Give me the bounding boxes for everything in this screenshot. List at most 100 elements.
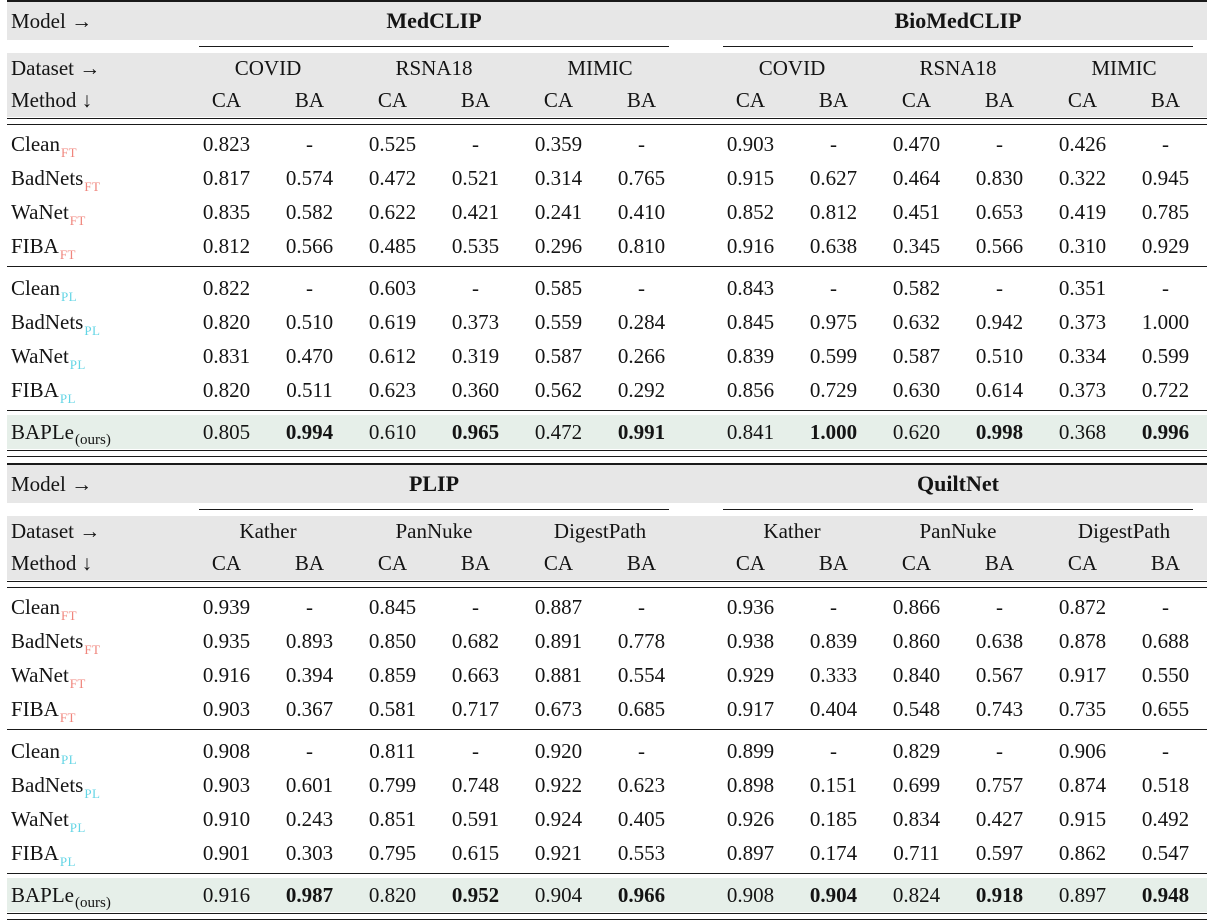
value-cell: 0.511 bbox=[286, 377, 333, 402]
value-cell: 0.599 bbox=[809, 343, 858, 368]
value-cell: 0.581 bbox=[368, 696, 417, 721]
value-cell: 0.472 bbox=[368, 165, 417, 190]
method-subscript-ft: FT bbox=[60, 607, 77, 623]
value-cell: 0.688 bbox=[1141, 628, 1190, 653]
value-cell: 0.929 bbox=[726, 662, 775, 687]
value-cell: 0.757 bbox=[975, 772, 1024, 797]
value-cell: 0.945 bbox=[1141, 165, 1190, 190]
method-label: CleanPL bbox=[7, 276, 185, 304]
method-subscript-ft: FT bbox=[84, 641, 101, 657]
value-cell: 0.632 bbox=[892, 309, 941, 334]
value-cell: 0.550 bbox=[1141, 662, 1190, 687]
method-name: BadNets bbox=[11, 165, 84, 190]
value-cell: 0.485 bbox=[368, 233, 417, 258]
dataset-name: MIMIC bbox=[1091, 56, 1157, 80]
dataset-name: MIMIC bbox=[567, 56, 633, 80]
method-subscript-ft: FT bbox=[59, 709, 76, 725]
value-cell: 0.404 bbox=[809, 696, 858, 721]
value-cell: 0.582 bbox=[892, 275, 941, 300]
value-cell: 0.994 bbox=[285, 419, 334, 444]
value-cell: - bbox=[638, 738, 645, 763]
value-cell: 0.345 bbox=[892, 233, 941, 258]
value-cell: 0.795 bbox=[368, 840, 417, 865]
value-cell: 0.622 bbox=[368, 199, 417, 224]
value-cell: 0.451 bbox=[892, 199, 941, 224]
value-cell: 0.243 bbox=[285, 806, 334, 831]
value-cell: 0.921 bbox=[534, 840, 583, 865]
value-cell: 0.872 bbox=[1058, 594, 1107, 619]
value-cell: 0.619 bbox=[368, 309, 417, 334]
value-cell: 0.351 bbox=[1058, 275, 1107, 300]
ba-column-header: BA bbox=[294, 551, 325, 575]
ba-column-header: BA bbox=[294, 88, 325, 112]
method-name: Clean bbox=[11, 131, 60, 156]
ba-column-header: BA bbox=[818, 551, 849, 575]
value-cell: 0.615 bbox=[451, 840, 500, 865]
model-row-label: Model → bbox=[11, 471, 93, 496]
method-label: BadNetsFT bbox=[7, 629, 185, 657]
value-cell: 0.831 bbox=[202, 343, 251, 368]
value-cell: 0.567 bbox=[975, 662, 1024, 687]
value-cell: 0.554 bbox=[617, 662, 666, 687]
value-cell: - bbox=[1162, 131, 1169, 156]
model-name: BioMedCLIP bbox=[894, 8, 1022, 33]
value-cell: 0.998 bbox=[975, 419, 1024, 444]
value-cell: 0.185 bbox=[809, 806, 858, 831]
value-cell: 0.778 bbox=[617, 628, 666, 653]
method-subscript-pl: PL bbox=[59, 390, 76, 406]
value-cell: - bbox=[306, 738, 313, 763]
highlight-row: BAPLe(ours) 0.805 0.994 0.610 0.965 0.472 0.99… bbox=[7, 415, 1207, 449]
value-cell: 0.566 bbox=[285, 233, 334, 258]
value-cell: 0.360 bbox=[451, 377, 500, 402]
value-cell: 0.574 bbox=[285, 165, 334, 190]
value-cell: 0.856 bbox=[726, 377, 775, 402]
method-row-label: Method ↓ bbox=[11, 88, 93, 112]
results-table: Model → MedCLIP BioMedCLIP Dataset → COVID RS… bbox=[7, 0, 1207, 457]
value-cell: 0.991 bbox=[617, 419, 666, 444]
value-cell: 0.729 bbox=[809, 377, 858, 402]
value-cell: 0.303 bbox=[285, 840, 334, 865]
value-cell: 0.939 bbox=[202, 594, 251, 619]
value-cell: 0.717 bbox=[451, 696, 500, 721]
value-cell: 0.553 bbox=[617, 840, 666, 865]
value-cell: 0.918 bbox=[975, 882, 1024, 907]
method-name: BAPLe bbox=[11, 419, 74, 444]
value-cell: 0.566 bbox=[975, 233, 1024, 258]
table-row: WaNetFT 0.835 0.582 0.622 0.421 0.241 0.410 0.8… bbox=[7, 195, 1207, 229]
value-cell: - bbox=[996, 275, 1003, 300]
value-cell: 0.917 bbox=[1058, 662, 1107, 687]
value-cell: 0.952 bbox=[451, 882, 500, 907]
method-name: WaNet bbox=[11, 199, 69, 224]
model-group-rule bbox=[199, 46, 669, 47]
header-double-rule bbox=[7, 118, 1207, 125]
table-row: FIBAPL 0.901 0.303 0.795 0.615 0.921 0.553 0.89… bbox=[7, 836, 1207, 870]
value-cell: 0.151 bbox=[809, 772, 858, 797]
value-cell: 0.916 bbox=[726, 233, 775, 258]
method-label: FIBAPL bbox=[7, 378, 185, 406]
table-row: BadNetsPL 0.903 0.601 0.799 0.748 0.922 0.623 0… bbox=[7, 768, 1207, 802]
method-label: BAPLe(ours) bbox=[7, 883, 185, 911]
value-cell: 0.897 bbox=[1058, 882, 1107, 907]
ba-column-header: BA bbox=[984, 551, 1015, 575]
value-cell: 0.852 bbox=[726, 199, 775, 224]
method-label: WaNetPL bbox=[7, 344, 185, 372]
method-name: FIBA bbox=[11, 840, 59, 865]
value-cell: 0.597 bbox=[975, 840, 1024, 865]
value-cell: 0.535 bbox=[451, 233, 500, 258]
value-cell: 0.920 bbox=[534, 738, 583, 763]
value-cell: 1.000 bbox=[809, 419, 858, 444]
highlight-row: BAPLe(ours) 0.916 0.987 0.820 0.952 0.904 0.96… bbox=[7, 878, 1207, 912]
method-label: BAPLe(ours) bbox=[7, 419, 185, 448]
value-cell: - bbox=[306, 131, 313, 156]
value-cell: 0.910 bbox=[202, 806, 251, 831]
value-cell: 0.562 bbox=[534, 377, 583, 402]
method-subscript-ft: FT bbox=[59, 246, 76, 262]
value-cell: 0.822 bbox=[202, 275, 251, 300]
value-cell: 0.627 bbox=[809, 165, 858, 190]
ba-column-header: BA bbox=[1150, 88, 1181, 112]
value-cell: 0.817 bbox=[202, 165, 251, 190]
ca-column-header: CA bbox=[377, 88, 408, 112]
method-label: BadNetsFT bbox=[7, 165, 185, 194]
dataset-name: PanNuke bbox=[395, 519, 473, 543]
value-cell: 0.916 bbox=[202, 662, 251, 687]
